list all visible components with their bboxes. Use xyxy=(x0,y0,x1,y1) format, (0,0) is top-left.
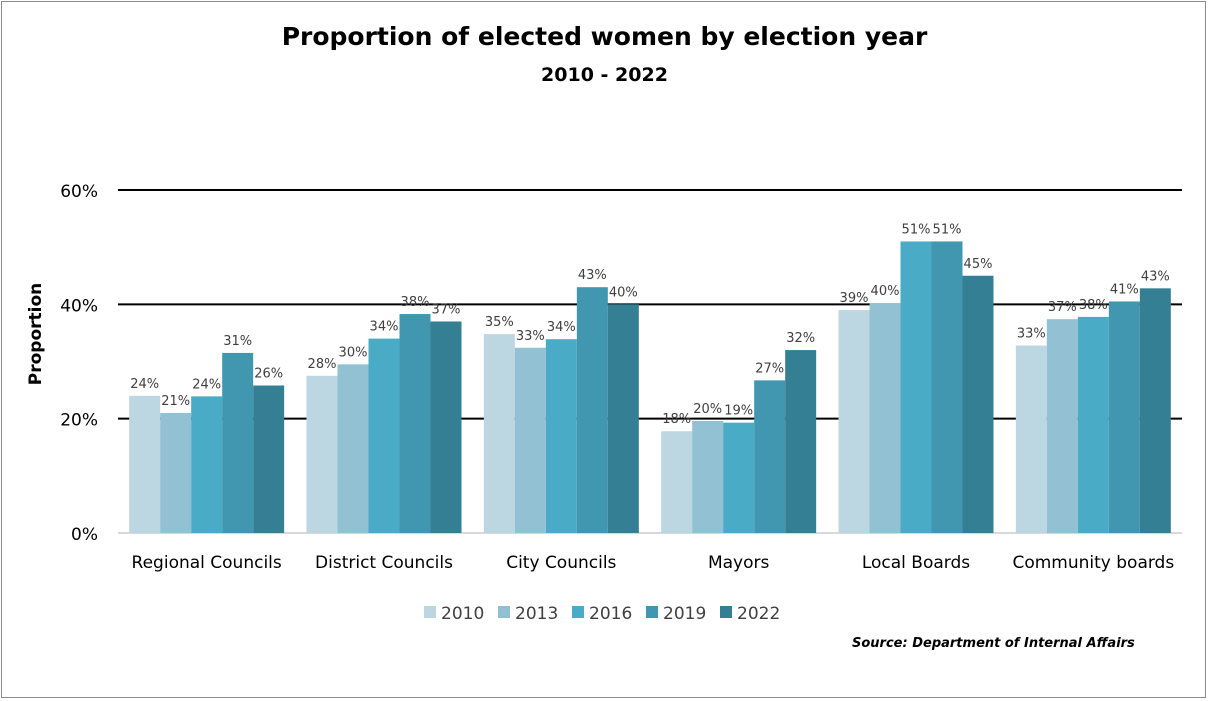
bar xyxy=(483,334,515,533)
bar xyxy=(1108,301,1140,533)
legend-item: 2013 xyxy=(498,604,558,624)
chart-subtitle: 2010 - 2022 xyxy=(541,64,668,86)
data-label: 18% xyxy=(662,412,691,427)
legend-label: 2019 xyxy=(663,604,706,624)
data-label: 43% xyxy=(578,268,607,283)
data-label: 41% xyxy=(1110,282,1139,297)
legend-swatch xyxy=(720,606,732,618)
bar xyxy=(661,431,693,533)
bar xyxy=(869,303,901,533)
data-label: 24% xyxy=(192,377,221,392)
data-label: 20% xyxy=(693,402,722,417)
y-tick-label: 60% xyxy=(60,182,98,202)
y-tick-label: 0% xyxy=(71,525,98,545)
bar xyxy=(838,310,870,533)
data-label: 31% xyxy=(223,334,252,349)
data-label: 40% xyxy=(871,284,900,299)
legend-swatch xyxy=(646,606,658,618)
chart-title: Proportion of elected women by election … xyxy=(281,22,928,51)
legend-swatch xyxy=(424,606,436,618)
data-label: 38% xyxy=(1079,298,1108,313)
source-note: Source: Department of Internal Affairs xyxy=(852,636,1135,651)
bar xyxy=(1046,319,1078,533)
bar xyxy=(253,385,285,533)
data-label: 28% xyxy=(308,357,337,372)
legend-item: 2022 xyxy=(720,604,780,624)
legend-label: 2022 xyxy=(737,604,780,624)
legend-item: 2010 xyxy=(424,604,484,624)
data-label: 30% xyxy=(339,345,368,360)
x-tick-label: District Councils xyxy=(315,553,453,573)
bar xyxy=(129,395,161,533)
data-label: 40% xyxy=(609,285,638,300)
legend-item: 2016 xyxy=(572,604,632,624)
y-axis-label: Proportion xyxy=(26,283,46,386)
legend-item: 2019 xyxy=(646,604,706,624)
x-tick-label: City Councils xyxy=(506,553,616,573)
legend: 2010 2013 2016 2019 2022 xyxy=(424,604,780,624)
data-label: 39% xyxy=(840,291,869,306)
data-label: 43% xyxy=(1141,269,1170,284)
bar xyxy=(399,314,431,533)
bar xyxy=(785,350,817,533)
data-label: 32% xyxy=(786,331,815,346)
bar xyxy=(754,380,786,533)
bar xyxy=(723,422,755,533)
x-tick-label: Local Boards xyxy=(862,553,970,573)
bar xyxy=(191,396,223,533)
data-label: 51% xyxy=(933,222,962,237)
bar xyxy=(576,287,608,533)
bar xyxy=(368,338,400,533)
bar xyxy=(545,339,577,533)
data-label: 51% xyxy=(902,222,931,237)
bar xyxy=(1077,316,1109,533)
bar xyxy=(1015,345,1047,533)
data-labels: 24%21%24%31%26%28%30%34%38% 37%35%33%34%4… xyxy=(130,222,1170,427)
y-tick-label: 40% xyxy=(60,296,98,316)
bars xyxy=(129,241,1171,533)
gridlines xyxy=(118,189,1182,534)
bar xyxy=(692,420,724,533)
data-label: 34% xyxy=(370,320,399,335)
bar xyxy=(222,352,254,533)
legend-swatch xyxy=(572,606,584,618)
data-label: 33% xyxy=(1017,326,1046,341)
data-label: 27% xyxy=(755,361,784,376)
bar xyxy=(900,241,932,533)
bar xyxy=(514,347,546,533)
x-tick-label: Mayors xyxy=(708,553,770,573)
data-label: 33% xyxy=(516,329,545,344)
legend-swatch xyxy=(498,606,510,618)
data-label: 21% xyxy=(161,394,190,409)
data-label: 26% xyxy=(254,367,283,382)
bar xyxy=(306,375,338,533)
data-label: 35% xyxy=(485,315,514,330)
y-tick-label: 20% xyxy=(60,411,98,431)
data-label: 45% xyxy=(964,257,993,272)
data-label: 37% xyxy=(432,302,461,317)
legend-label: 2013 xyxy=(515,604,558,624)
x-axis-ticks: Regional Councils District Councils City C… xyxy=(132,553,1175,573)
data-label: 38% xyxy=(401,295,430,310)
legend-label: 2016 xyxy=(589,604,632,624)
y-axis-ticks: 0% 20% 40% 60% xyxy=(60,182,98,545)
data-label: 24% xyxy=(130,377,159,392)
bar xyxy=(337,364,369,533)
data-label: 19% xyxy=(724,404,753,419)
bar xyxy=(160,412,192,533)
legend-label: 2010 xyxy=(441,604,484,624)
data-label: 34% xyxy=(547,320,576,335)
bar xyxy=(1139,288,1171,533)
x-tick-label: Community boards xyxy=(1012,553,1174,573)
data-label: 37% xyxy=(1048,300,1077,315)
bar xyxy=(607,304,639,533)
bar xyxy=(962,275,994,533)
bar xyxy=(931,241,963,533)
x-tick-label: Regional Councils xyxy=(132,553,282,573)
bar xyxy=(430,321,462,533)
